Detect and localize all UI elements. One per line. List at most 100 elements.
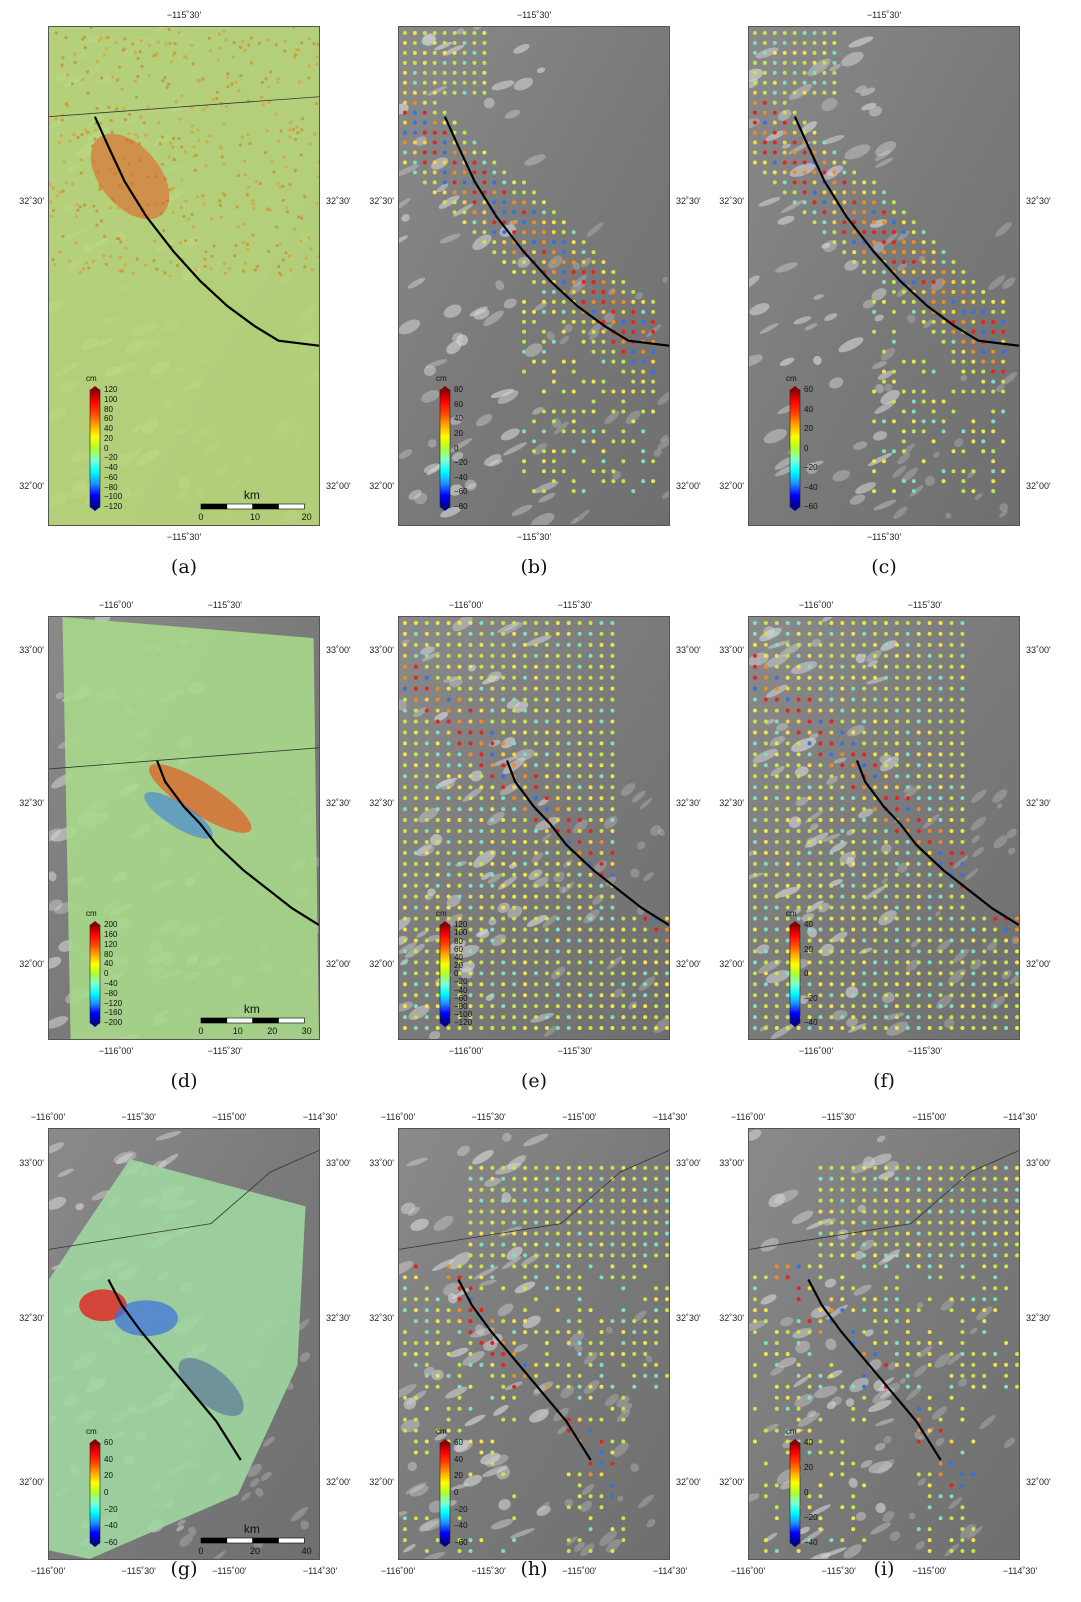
top-longitude-tick: −116˚00' bbox=[98, 600, 134, 610]
colorbar: cm 120 100 80 60 40 20 0 −20 −40 −60 −80 −100 −120 bbox=[436, 909, 478, 1028]
colorbar: cm 120 100 80 60 40 20 0 −20 −40 −60 −80 −100 −120 bbox=[86, 374, 128, 511]
colorbar-unit: cm bbox=[786, 909, 797, 919]
border-line bbox=[49, 96, 319, 118]
colorbar-label: 80 bbox=[454, 385, 463, 394]
colorbar-label: 60 bbox=[804, 385, 813, 394]
bottom-longitude-tick: −115˚00' bbox=[212, 1566, 247, 1576]
deformation-lobes bbox=[144, 764, 252, 839]
fault-trace bbox=[793, 116, 1019, 347]
border-line bbox=[399, 1150, 669, 1250]
colorbar-unit: cm bbox=[86, 374, 97, 383]
colorbar-label: 20 bbox=[104, 433, 113, 443]
colorbar-label: −60 bbox=[104, 472, 118, 482]
right-latitude-tick: 32˚30' bbox=[676, 196, 701, 206]
scale-bar-tick: 30 bbox=[301, 1026, 312, 1036]
left-latitude-tick: 33˚00' bbox=[369, 644, 394, 655]
left-latitude-tick: 32˚30' bbox=[369, 196, 394, 206]
bottom-longitude-tick: −116˚00' bbox=[98, 1046, 134, 1056]
colorbar-label: 0 bbox=[804, 969, 809, 979]
colorbar-gradient bbox=[789, 1439, 801, 1548]
colorbar-unit: cm bbox=[436, 374, 447, 383]
colorbar: cm 40 20 0 −20 −40 bbox=[786, 1427, 828, 1548]
displacement-dots bbox=[402, 30, 656, 494]
left-latitude-tick: 33˚00' bbox=[369, 1157, 394, 1168]
scale-bar-tick: 0 bbox=[198, 512, 204, 522]
colorbar-label: 20 bbox=[104, 1471, 113, 1481]
colorbar-label: 120 bbox=[104, 385, 118, 394]
colorbar-label: 20 bbox=[804, 944, 813, 954]
colorbar-label: −40 bbox=[804, 482, 818, 492]
right-latitude-tick: 33˚00' bbox=[326, 644, 351, 655]
left-latitude-tick: 32˚30' bbox=[369, 1313, 394, 1324]
left-latitude-tick: 32˚00' bbox=[369, 958, 394, 969]
fault-trace bbox=[855, 760, 1019, 926]
colorbar-label: 40 bbox=[104, 424, 113, 433]
colorbar-label: −120 bbox=[454, 1018, 473, 1028]
left-latitude-tick: 32˚30' bbox=[19, 1313, 44, 1324]
panel-caption: (b) bbox=[520, 556, 548, 578]
colorbar-label: −120 bbox=[104, 998, 123, 1008]
right-latitude-tick: 32˚00' bbox=[326, 481, 351, 491]
left-latitude-tick: 32˚00' bbox=[719, 1477, 744, 1488]
right-latitude-tick: 32˚00' bbox=[676, 958, 701, 969]
top-longitude-tick: −115˚00' bbox=[212, 1112, 247, 1122]
colorbar-label: −80 bbox=[454, 502, 468, 511]
scale-bar: km 0 10 20 bbox=[198, 488, 311, 524]
map-area[interactable] bbox=[48, 616, 320, 1040]
top-longitude-tick: −115˚30' bbox=[516, 10, 552, 20]
scale-bar-unit: km bbox=[243, 488, 260, 502]
fault-trace bbox=[155, 760, 319, 926]
colorbar-gradient bbox=[439, 386, 451, 511]
map-area[interactable] bbox=[748, 1128, 1020, 1560]
colorbar-label: −20 bbox=[804, 1513, 818, 1523]
colorbar-label: 20 bbox=[454, 1471, 463, 1481]
colorbar-label: 20 bbox=[804, 424, 813, 433]
scale-bar-unit: km bbox=[243, 1522, 260, 1536]
terrain-texture bbox=[749, 617, 1019, 1039]
top-longitude-tick: −116˚00' bbox=[448, 600, 484, 610]
right-latitude-tick: 32˚30' bbox=[676, 1313, 701, 1324]
left-latitude-tick: 33˚00' bbox=[719, 644, 744, 655]
left-latitude-tick: 32˚00' bbox=[19, 1477, 44, 1488]
left-latitude-tick: 32˚00' bbox=[719, 958, 744, 969]
displacement-dots bbox=[402, 1165, 669, 1554]
map-canvas bbox=[49, 617, 319, 1039]
scale-bar-tick: 40 bbox=[301, 1546, 312, 1556]
bottom-longitude-tick: −115˚30' bbox=[516, 532, 552, 542]
left-latitude-tick: 33˚00' bbox=[19, 644, 44, 655]
left-latitude-tick: 32˚30' bbox=[719, 797, 744, 808]
top-longitude-tick: −115˚30' bbox=[121, 1112, 156, 1122]
colorbar-gradient bbox=[439, 1439, 451, 1548]
displacement-dots bbox=[402, 620, 669, 1031]
colorbar: cm 60 40 20 0 −20 −40 −60 bbox=[786, 374, 828, 511]
colorbar-label: 100 bbox=[104, 394, 118, 404]
colorbar-label: 40 bbox=[454, 952, 463, 962]
top-longitude-tick: −115˚30' bbox=[821, 1112, 856, 1122]
right-latitude-tick: 33˚00' bbox=[326, 1157, 351, 1168]
colorbar-unit: cm bbox=[86, 1427, 97, 1437]
colorbar-label: −20 bbox=[104, 1504, 118, 1514]
right-latitude-tick: 32˚00' bbox=[676, 1477, 701, 1488]
bottom-longitude-tick: −115˚30' bbox=[471, 1566, 506, 1576]
border-line bbox=[49, 1150, 319, 1250]
top-longitude-tick: −115˚30' bbox=[471, 1112, 506, 1122]
top-longitude-tick: −116˚00' bbox=[730, 1112, 766, 1122]
bottom-longitude-tick: −114˚30' bbox=[302, 1566, 338, 1576]
colorbar-label: −40 bbox=[104, 979, 118, 989]
displacement-dots bbox=[752, 1165, 1019, 1554]
scale-bar-tick: 20 bbox=[249, 1546, 260, 1556]
sar-swath bbox=[49, 1159, 306, 1559]
colorbar-label: 0 bbox=[454, 443, 459, 453]
fault-trace bbox=[457, 1278, 592, 1461]
colorbar-label: 40 bbox=[104, 959, 113, 969]
colorbar-label: 0 bbox=[804, 443, 809, 453]
colorbar-unit: cm bbox=[436, 909, 447, 919]
colorbar-label: 40 bbox=[454, 414, 463, 424]
left-latitude-tick: 33˚00' bbox=[719, 1157, 744, 1168]
scale-bar-unit: km bbox=[243, 1002, 260, 1016]
colorbar-label: −20 bbox=[454, 977, 468, 987]
colorbar-gradient bbox=[89, 921, 101, 1028]
colorbar-label: 40 bbox=[804, 920, 813, 930]
right-latitude-tick: 32˚00' bbox=[676, 481, 701, 491]
bottom-longitude-tick: −115˚30' bbox=[866, 532, 902, 542]
